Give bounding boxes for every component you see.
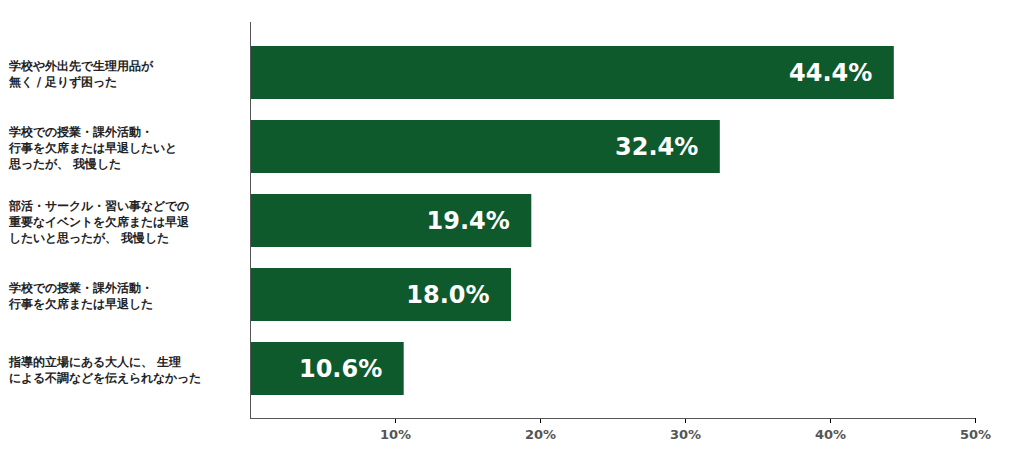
svg-text:19.4%: 19.4% [427,207,510,235]
svg-text:学校での授業・課外活動・行事を欠席または早退した: 学校での授業・課外活動・行事を欠席または早退した [8,281,153,311]
svg-text:10.6%: 10.6% [299,355,382,383]
svg-text:40%: 40% [815,427,846,442]
svg-text:指導的立場にある大人に、 生理による不調などを伝えられなかっ: 指導的立場にある大人に、 生理による不調などを伝えられなかった [8,355,201,385]
svg-text:44.4%: 44.4% [789,59,872,87]
svg-text:50%: 50% [960,427,991,442]
svg-text:18.0%: 18.0% [406,281,489,309]
svg-text:学校での授業・課外活動・行事を欠席または早退したいと思ったが: 学校での授業・課外活動・行事を欠席または早退したいと思ったが、 我慢した [8,125,177,170]
svg-text:学校や外出先で生理用品が無く / 足りず困った: 学校や外出先で生理用品が無く / 足りず困った [8,59,154,89]
svg-text:20%: 20% [525,427,556,442]
svg-text:32.4%: 32.4% [615,133,698,161]
svg-text:10%: 10% [380,427,411,442]
svg-text:30%: 30% [670,427,701,442]
svg-text:部活・サークル・習い事などでの重要なイベントを欠席または早退: 部活・サークル・習い事などでの重要なイベントを欠席または早退したいと思ったが、 … [8,199,190,244]
